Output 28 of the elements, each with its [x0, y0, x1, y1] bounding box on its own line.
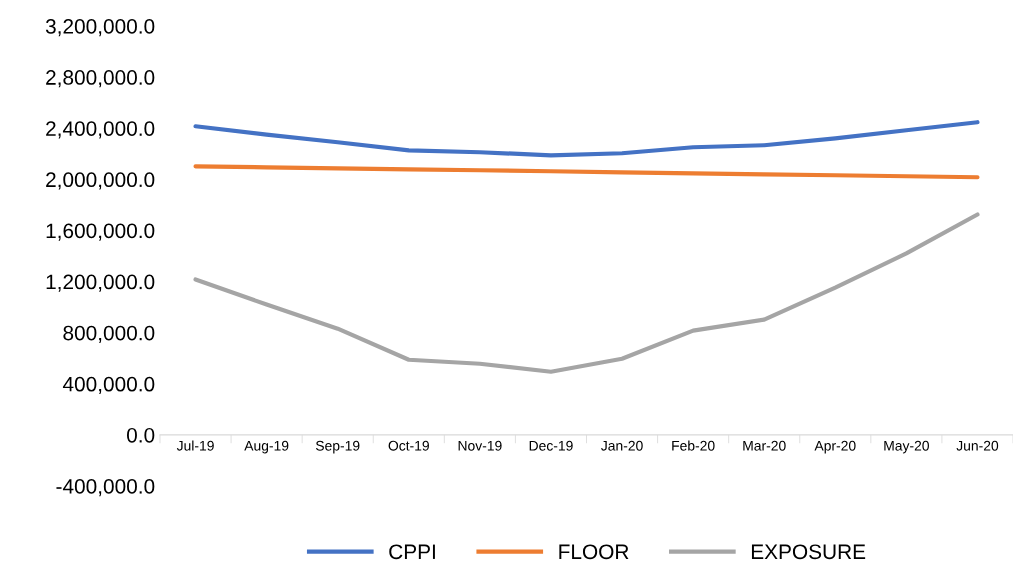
legend-label: EXPOSURE — [751, 544, 866, 560]
x-tick-label: Dec-19 — [529, 440, 573, 451]
x-tick-label: Sep-19 — [315, 440, 360, 454]
line-series — [193, 212, 980, 374]
legend-label: CPPI — [389, 544, 435, 560]
y-tick-label: 2,400,000.0 — [46, 121, 155, 139]
y-tick-label: 800,000.0 — [63, 325, 155, 343]
y-tick-label: 1,600,000.0 — [46, 223, 155, 241]
y-tick-label: 3,200,000.0 — [45, 19, 155, 37]
x-tick-label: Feb-20 — [672, 440, 715, 451]
x-tick-label: Apr-20 — [814, 440, 856, 454]
x-tick-label: Jan-20 — [601, 440, 643, 451]
legend-label: FLOOR — [559, 544, 629, 560]
y-tick-label: 400,000.0 — [62, 376, 155, 394]
x-tick-label: Nov-19 — [458, 440, 502, 451]
x-tick-label: Jun-20 — [956, 440, 999, 451]
x-tick-label: Mar-20 — [743, 440, 786, 451]
x-tick-label: Aug-19 — [244, 440, 289, 454]
y-tick-label: 2,800,000.0 — [46, 70, 155, 88]
y-tick-label: -400,000.0 — [56, 479, 155, 497]
x-tick-label: Jul-19 — [176, 440, 214, 451]
x-tick-label: May-20 — [884, 440, 929, 454]
x-tick-label: Oct-19 — [388, 440, 429, 451]
y-tick-label: 0.0 — [126, 427, 155, 443]
y-tick-label: 1,200,000.0 — [46, 274, 155, 292]
line-series — [193, 120, 980, 158]
y-tick-label: 2,000,000.0 — [46, 172, 155, 190]
line-series — [193, 164, 980, 180]
